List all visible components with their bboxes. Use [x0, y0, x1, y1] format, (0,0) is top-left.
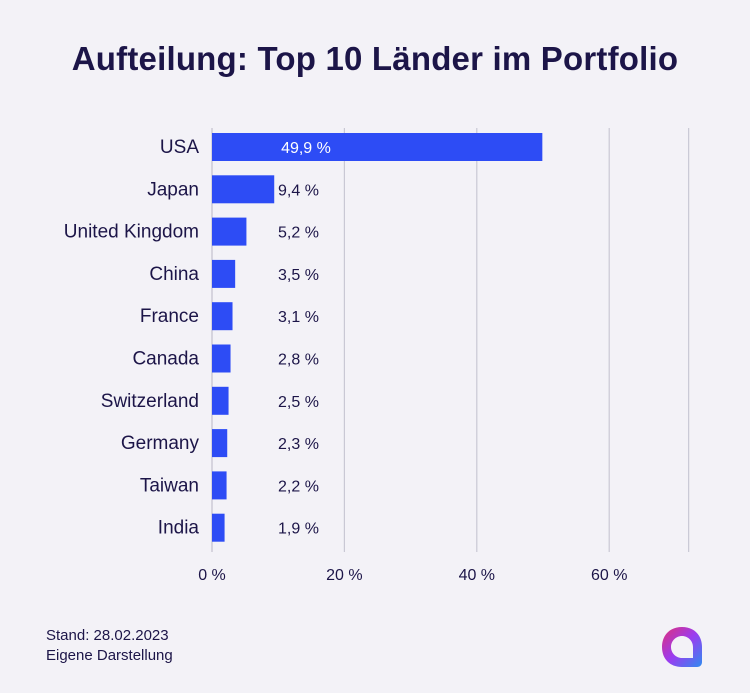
x-tick-label: 20 %	[326, 567, 362, 584]
x-tick-label: 0 %	[198, 567, 226, 584]
value-label: 2,5 %	[278, 394, 319, 411]
value-label: 9,4 %	[278, 182, 319, 199]
bars	[212, 133, 543, 542]
value-label: 1,9 %	[278, 521, 319, 538]
chart-title: Aufteilung: Top 10 Länder im Portfolio	[71, 40, 679, 77]
category-label: France	[140, 306, 199, 327]
value-label: 49,9 %	[281, 140, 331, 157]
category-label: Germany	[121, 433, 200, 454]
x-tick-labels: 0 % 20 % 40 % 60 %	[198, 567, 627, 584]
bar	[212, 217, 247, 246]
x-tick-label: 60 %	[591, 567, 627, 584]
value-label: 2,3 %	[278, 436, 319, 453]
value-label: 3,1 %	[278, 309, 319, 326]
bar	[212, 302, 233, 331]
bar	[212, 513, 225, 542]
category-labels: USA Japan United Kingdom China France Canada S…	[64, 137, 200, 539]
value-labels: 49,9 % 9,4 % 5,2 % 3,5 % 3,1 % 2,8 % 2,5 % 2,3 …	[278, 140, 331, 538]
category-label: Taiwan	[140, 475, 199, 496]
bar	[212, 429, 228, 458]
category-label: Canada	[132, 349, 199, 370]
category-label: USA	[160, 137, 199, 158]
category-label: Switzerland	[101, 391, 199, 412]
brand-logo-icon	[662, 627, 702, 667]
value-label: 2,8 %	[278, 352, 319, 369]
footer: Stand: 28.02.2023 Eigene Darstellung	[46, 626, 173, 666]
bar	[212, 133, 543, 161]
bar-chart: USA Japan United Kingdom China France Canada S…	[64, 128, 690, 584]
bar	[212, 344, 231, 373]
category-label: India	[158, 518, 200, 539]
value-label: 5,2 %	[278, 225, 319, 242]
value-label: 3,5 %	[278, 267, 319, 284]
category-label: United Kingdom	[64, 222, 199, 243]
bar	[212, 175, 275, 204]
footer-date: Stand: 28.02.2023	[46, 627, 169, 644]
bar	[212, 259, 236, 288]
x-tick-label: 40 %	[459, 567, 495, 584]
footer-source: Eigene Darstellung	[46, 647, 173, 664]
category-label: Japan	[147, 179, 199, 200]
bar	[212, 386, 229, 415]
value-label: 2,2 %	[278, 478, 319, 495]
bar	[212, 471, 227, 500]
category-label: China	[149, 264, 199, 285]
